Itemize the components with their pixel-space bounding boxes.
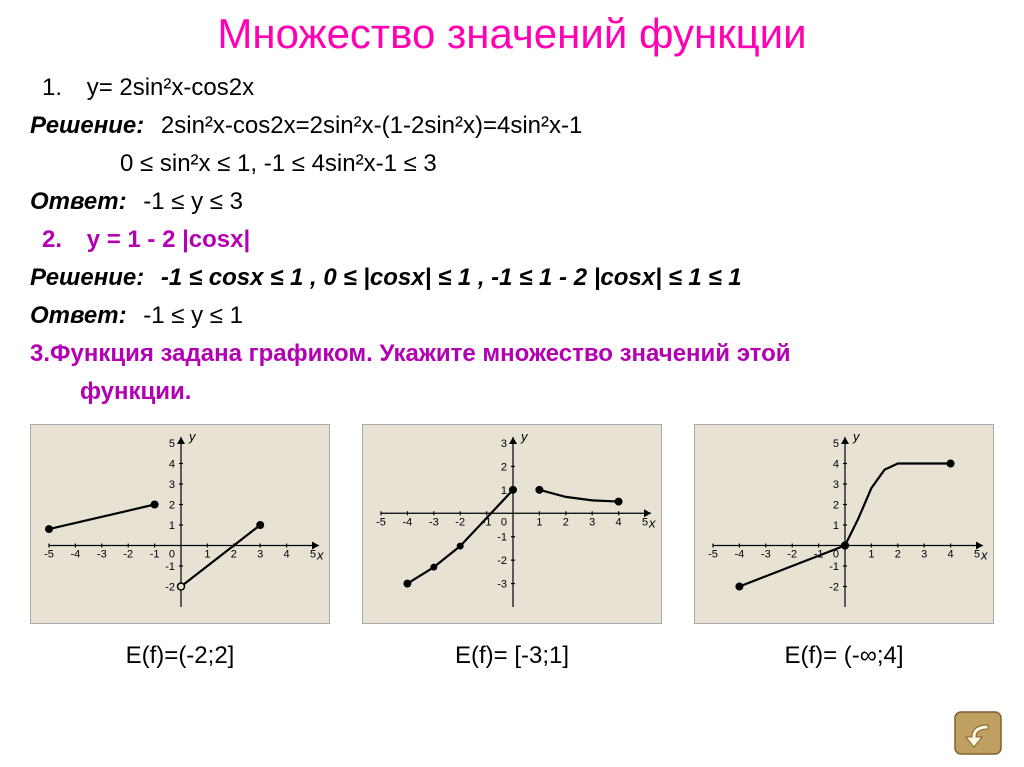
- svg-text:1: 1: [169, 520, 175, 532]
- graph1-answer: E(f)=(-2;2]: [30, 642, 330, 670]
- svg-text:-5: -5: [708, 549, 718, 561]
- svg-text:-2: -2: [165, 582, 175, 594]
- svg-text:3: 3: [257, 549, 263, 561]
- problem3-heading2: функции.: [80, 378, 994, 406]
- svg-text:-5: -5: [376, 516, 386, 528]
- svg-text:5: 5: [833, 438, 839, 450]
- svg-text:-2: -2: [829, 582, 839, 594]
- problem1-sol2: 0 ≤ sin²x ≤ 1, -1 ≤ 4sin²x-1 ≤ 3: [120, 150, 994, 178]
- svg-text:2: 2: [501, 461, 507, 473]
- graph3-answer: E(f)= (-∞;4]: [694, 642, 994, 670]
- graph-3: -5-4-3-2-112345-2-1123450xy: [694, 424, 994, 624]
- svg-text:5: 5: [974, 549, 980, 561]
- graph2-answer: E(f)= [-3;1]: [362, 642, 662, 670]
- svg-text:2: 2: [169, 500, 175, 512]
- svg-text:-4: -4: [403, 516, 413, 528]
- problem1-ans: Ответ: -1 ≤ y ≤ 3: [30, 188, 994, 216]
- svg-text:4: 4: [169, 459, 175, 471]
- svg-text:2: 2: [231, 549, 237, 561]
- svg-text:-1: -1: [497, 532, 507, 544]
- svg-text:-4: -4: [71, 549, 81, 561]
- page-title: Множество значений функции: [30, 10, 994, 58]
- svg-text:5: 5: [169, 438, 175, 450]
- svg-text:2: 2: [833, 500, 839, 512]
- svg-text:y: y: [852, 429, 861, 444]
- problem1-num: 1.: [42, 74, 62, 101]
- svg-text:4: 4: [833, 459, 839, 471]
- sol-label-1: Решение:: [30, 112, 144, 139]
- problem2-ans-text: -1 ≤ y ≤ 1: [143, 302, 243, 329]
- ans-label-1: Ответ:: [30, 188, 127, 215]
- svg-text:-2: -2: [455, 516, 465, 528]
- svg-text:-4: -4: [735, 549, 745, 561]
- svg-text:5: 5: [642, 516, 648, 528]
- sol-label-2: Решение:: [30, 264, 144, 291]
- svg-text:2: 2: [895, 549, 901, 561]
- svg-text:5: 5: [310, 549, 316, 561]
- svg-text:-1: -1: [150, 549, 160, 561]
- svg-text:y: y: [520, 429, 529, 444]
- problem2-ans: Ответ: -1 ≤ y ≤ 1: [30, 302, 994, 330]
- graph-1: -5 -4 -3 -2 -1 1 2 3 4 5 -2 -1 1 2 3 4 5 0 x y: [30, 424, 330, 624]
- svg-text:-3: -3: [497, 579, 507, 591]
- svg-text:4: 4: [948, 549, 954, 561]
- svg-text:-3: -3: [97, 549, 107, 561]
- svg-text:1: 1: [501, 485, 507, 497]
- svg-text:3: 3: [589, 516, 595, 528]
- svg-text:4: 4: [616, 516, 622, 528]
- svg-text:3: 3: [833, 479, 839, 491]
- svg-text:3: 3: [169, 479, 175, 491]
- svg-text:2: 2: [563, 516, 569, 528]
- problem2-sol1-text: -1 ≤ cosx ≤ 1 , 0 ≤ |cosx| ≤ 1 , -1 ≤ 1 …: [161, 264, 742, 291]
- svg-text:0: 0: [501, 516, 507, 528]
- svg-text:1: 1: [868, 549, 874, 561]
- svg-text:-3: -3: [761, 549, 771, 561]
- svg-text:3: 3: [921, 549, 927, 561]
- back-arrow-icon: [954, 711, 1002, 755]
- svg-text:1: 1: [833, 520, 839, 532]
- ans-label-2: Ответ:: [30, 302, 127, 329]
- problem1-sol1-text: 2sin²x-cos2x=2sin²x-(1-2sin²x)=4sin²x-1: [161, 112, 582, 139]
- back-button[interactable]: [954, 711, 1002, 755]
- svg-text:1: 1: [204, 549, 210, 561]
- svg-text:0: 0: [169, 549, 175, 561]
- svg-text:-1: -1: [165, 561, 175, 573]
- svg-text:y: y: [188, 429, 197, 444]
- problem2-sol1: Решение: -1 ≤ cosx ≤ 1 , 0 ≤ |cosx| ≤ 1 …: [30, 264, 994, 292]
- problem1-sol1: Решение: 2sin²x-cos2x=2sin²x-(1-2sin²x)=…: [30, 112, 994, 140]
- graphs-row: -5 -4 -3 -2 -1 1 2 3 4 5 -2 -1 1 2 3 4 5 0 x y -5 -4 -3 -2 -1 1 2…: [30, 424, 994, 624]
- svg-text:3: 3: [501, 438, 507, 450]
- svg-text:x: x: [648, 515, 656, 530]
- problem2-func: y = 1 - 2 |cosx|: [87, 226, 251, 253]
- problem1-ans-text: -1 ≤ y ≤ 3: [143, 188, 243, 215]
- svg-text:-2: -2: [497, 555, 507, 567]
- svg-text:-2: -2: [787, 549, 797, 561]
- svg-text:x: x: [316, 548, 324, 563]
- svg-text:-2: -2: [123, 549, 133, 561]
- answers-row: E(f)=(-2;2] E(f)= [-3;1] E(f)= (-∞;4]: [30, 642, 994, 670]
- graph-2: -5-4-3-2-112345-3-2-11230xy: [362, 424, 662, 624]
- svg-text:-5: -5: [44, 549, 54, 561]
- problem1-heading: 1. y= 2sin²x-cos2x: [42, 74, 994, 102]
- svg-text:-3: -3: [429, 516, 439, 528]
- problem1-func: y= 2sin²x-cos2x: [87, 74, 254, 101]
- svg-text:x: x: [980, 548, 988, 563]
- svg-text:1: 1: [536, 516, 542, 528]
- svg-text:4: 4: [284, 549, 290, 561]
- problem2-heading: 2. y = 1 - 2 |cosx|: [42, 226, 994, 254]
- problem3-heading: 3.Функция задана графиком. Укажите множе…: [30, 340, 994, 368]
- svg-text:-1: -1: [829, 561, 839, 573]
- problem2-num: 2.: [42, 226, 62, 253]
